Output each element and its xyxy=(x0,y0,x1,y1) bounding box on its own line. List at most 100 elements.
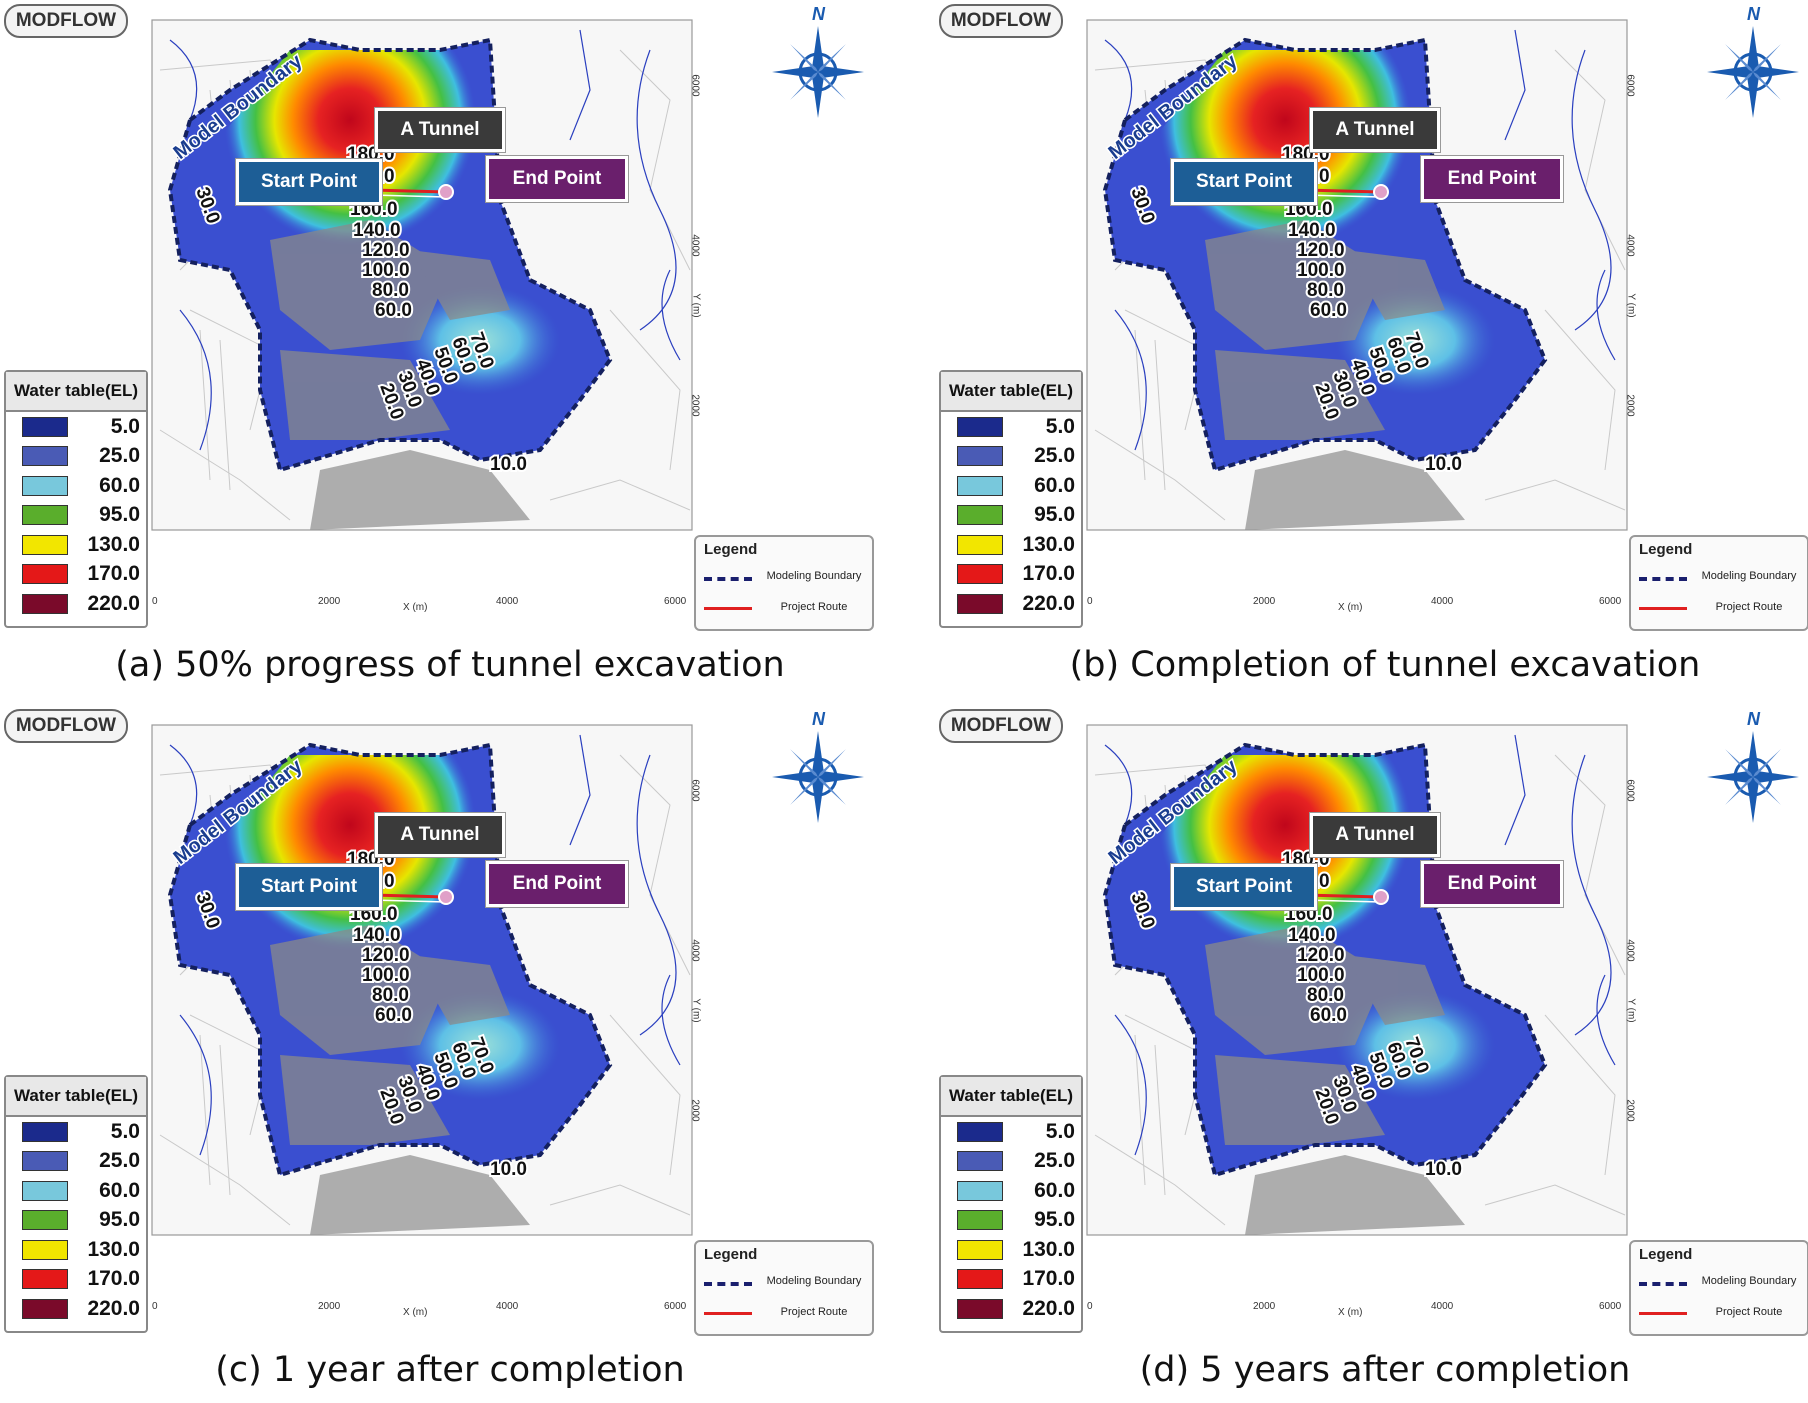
water-table-row: 25.0 xyxy=(941,442,1081,472)
water-table-value: 170.0 xyxy=(87,562,140,586)
water-table-row: 130.0 xyxy=(6,530,146,560)
route-legend-label: Project Route xyxy=(780,601,848,613)
end-point-label: End Point xyxy=(1421,156,1563,202)
start-point-label: Start Point xyxy=(236,159,382,205)
water-table-value: 25.0 xyxy=(1034,444,1075,468)
contour-label: 120.0 xyxy=(362,945,410,966)
water-table-row: 170.0 xyxy=(6,560,146,590)
boundary-line-sample xyxy=(704,1282,752,1286)
y-tick: 6000 xyxy=(1624,74,1636,97)
north-arrow-icon: N xyxy=(1707,709,1799,823)
svg-text:N: N xyxy=(812,4,826,24)
water-table-row: 25.0 xyxy=(6,1147,146,1177)
contour-label: 100.0 xyxy=(1297,965,1345,986)
route-line-sample xyxy=(704,607,752,610)
water-table-value: 130.0 xyxy=(87,532,140,556)
legend-title: Legend xyxy=(704,541,758,558)
x-tick: 4000 xyxy=(496,596,519,607)
panel-caption: (a) 50% progress of tunnel excavation xyxy=(115,645,785,685)
y-tick: 2000 xyxy=(689,394,701,417)
start-point-label: Start Point xyxy=(1171,159,1317,205)
water-table-row: 5.0 xyxy=(941,412,1081,442)
water-table-row: 170.0 xyxy=(6,1265,146,1295)
water-table-row: 95.0 xyxy=(6,1206,146,1236)
x-axis-label: X (m) xyxy=(1338,602,1363,613)
panel-b: MODFLOW xyxy=(935,0,1808,698)
water-table-value: 170.0 xyxy=(1022,1267,1075,1291)
legend-title: Legend xyxy=(1639,541,1693,558)
water-table-row: 5.0 xyxy=(6,1117,146,1147)
water-table-value: 130.0 xyxy=(87,1237,140,1261)
tunnel-label: A Tunnel xyxy=(1310,813,1440,857)
contour-label: 10.0 xyxy=(1425,1159,1462,1180)
start-point-label: Start Point xyxy=(1171,864,1317,910)
head-secondary xyxy=(400,990,560,1100)
water-table-value: 25.0 xyxy=(99,444,140,468)
color-swatch xyxy=(957,505,1003,526)
route-line-sample xyxy=(704,1312,752,1315)
groundwater-map: 180.0 170.0 160.0 140.0 120.0 100.0 80.0… xyxy=(1086,724,1628,1236)
x-tick: 6000 xyxy=(1599,596,1622,607)
route-line-sample xyxy=(1639,1312,1687,1315)
water-table-title: Water table(EL) xyxy=(941,372,1081,412)
map-legend: Legend Modeling Boundary Project Route xyxy=(1629,535,1808,631)
water-table-value: 25.0 xyxy=(99,1149,140,1173)
contour-label: 60.0 xyxy=(1310,1005,1347,1026)
x-tick: 0 xyxy=(1087,1301,1093,1312)
svg-text:N: N xyxy=(812,709,826,729)
legend-title: Legend xyxy=(1639,1246,1693,1263)
end-point-label: End Point xyxy=(486,861,628,907)
contour-label: 10.0 xyxy=(490,454,527,475)
y-axis-label: Y (m) xyxy=(1625,293,1637,318)
route-line-sample xyxy=(1639,607,1687,610)
water-table-row: 170.0 xyxy=(941,560,1081,590)
color-swatch xyxy=(22,1210,68,1231)
route-legend-label: Project Route xyxy=(1715,1306,1783,1318)
water-table-value: 170.0 xyxy=(1022,562,1075,586)
modeling-boundary xyxy=(167,37,613,473)
water-table-value: 95.0 xyxy=(99,1208,140,1232)
water-table-row: 25.0 xyxy=(6,442,146,472)
contour-label: 140.0 xyxy=(353,220,401,241)
water-table-legend: Water table(EL) 5.0 25.0 60.0 95.0 130.0 170.… xyxy=(4,370,148,628)
svg-text:N: N xyxy=(1747,4,1761,24)
water-table-row: 170.0 xyxy=(941,1265,1081,1295)
contour-label: 80.0 xyxy=(1307,280,1344,301)
y-tick: 2000 xyxy=(689,1099,701,1122)
water-table-title: Water table(EL) xyxy=(941,1077,1081,1117)
color-swatch xyxy=(957,1269,1003,1290)
urban-area xyxy=(270,220,510,440)
groundwater-map: 180.0 170.0 160.0 140.0 120.0 100.0 80.0… xyxy=(1086,19,1628,531)
water-table-value: 220.0 xyxy=(87,1296,140,1320)
head-secondary xyxy=(400,285,560,395)
city-block xyxy=(310,1155,530,1235)
legend-title: Legend xyxy=(704,1246,758,1263)
y-tick: 4000 xyxy=(1624,939,1636,962)
water-table-value: 95.0 xyxy=(1034,1208,1075,1232)
x-tick: 4000 xyxy=(496,1301,519,1312)
color-swatch xyxy=(22,416,68,437)
contour-label: 80.0 xyxy=(372,985,409,1006)
contour-label: 10.0 xyxy=(1425,454,1462,475)
panel-caption: (d) 5 years after completion xyxy=(1139,1350,1631,1390)
color-swatch xyxy=(957,446,1003,467)
water-table-value: 220.0 xyxy=(1022,1296,1075,1320)
x-tick: 4000 xyxy=(1431,1301,1454,1312)
end-point-marker xyxy=(438,889,454,905)
boundary-legend-label: Modeling Boundary xyxy=(1701,1275,1797,1287)
contour-label: 100.0 xyxy=(362,965,410,986)
y-axis-label: Y (m) xyxy=(1625,998,1637,1023)
color-swatch xyxy=(22,446,68,467)
water-table-value: 60.0 xyxy=(1034,1178,1075,1202)
color-swatch xyxy=(957,1239,1003,1260)
contour-label: 120.0 xyxy=(1297,240,1345,261)
water-table-title: Water table(EL) xyxy=(6,372,146,412)
water-table-legend: Water table(EL) 5.0 25.0 60.0 95.0 130.0 170.… xyxy=(939,1075,1083,1333)
x-tick: 2000 xyxy=(1253,596,1276,607)
contour-label: 80.0 xyxy=(1307,985,1344,1006)
water-table-row: 220.0 xyxy=(941,589,1081,619)
color-swatch xyxy=(957,1151,1003,1172)
city-block xyxy=(1245,1155,1465,1235)
head-secondary xyxy=(1335,285,1495,395)
route-legend-label: Project Route xyxy=(780,1306,848,1318)
